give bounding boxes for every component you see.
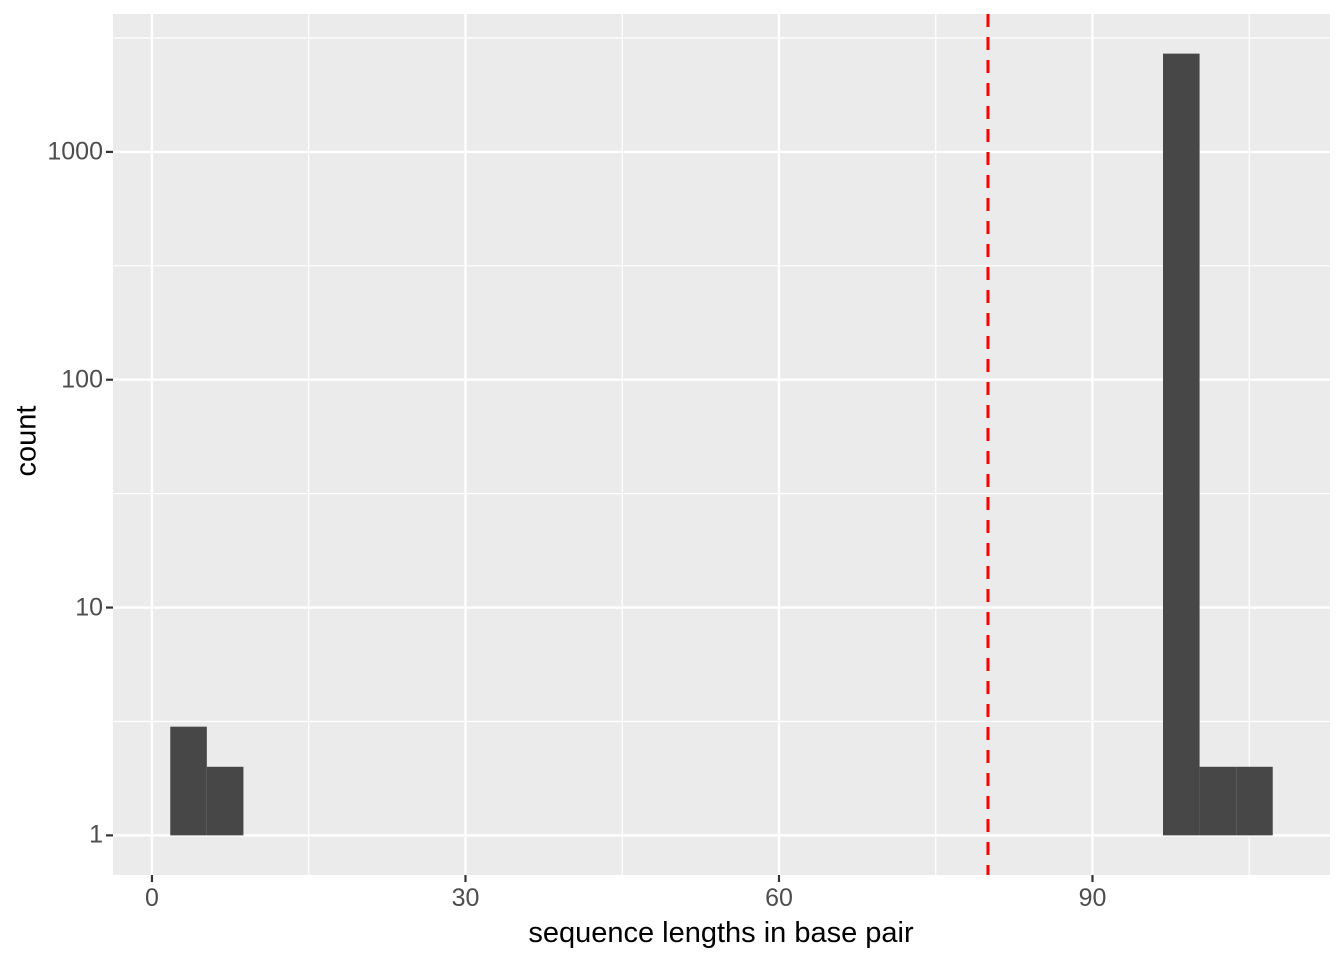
x-tick-label: 90 <box>1078 884 1107 912</box>
histogram-bar <box>206 766 244 836</box>
y-tick-label: 1000 <box>47 137 103 166</box>
y-tick-label: 100 <box>61 365 103 394</box>
y-tick-label: 10 <box>75 593 103 622</box>
histogram-bar <box>170 726 207 836</box>
x-tick-label: 60 <box>765 884 793 912</box>
plot-panel <box>113 14 1330 875</box>
histogram-bar <box>1199 766 1237 836</box>
histogram-bar <box>1236 766 1273 836</box>
histogram-bar <box>1163 53 1200 836</box>
x-axis-title: sequence lengths in base pair <box>528 917 914 949</box>
y-axis-title: count <box>10 405 43 477</box>
x-tick-label: 30 <box>451 884 480 912</box>
y-tick-label: 1 <box>89 820 103 849</box>
x-tick-label: 0 <box>145 884 159 912</box>
